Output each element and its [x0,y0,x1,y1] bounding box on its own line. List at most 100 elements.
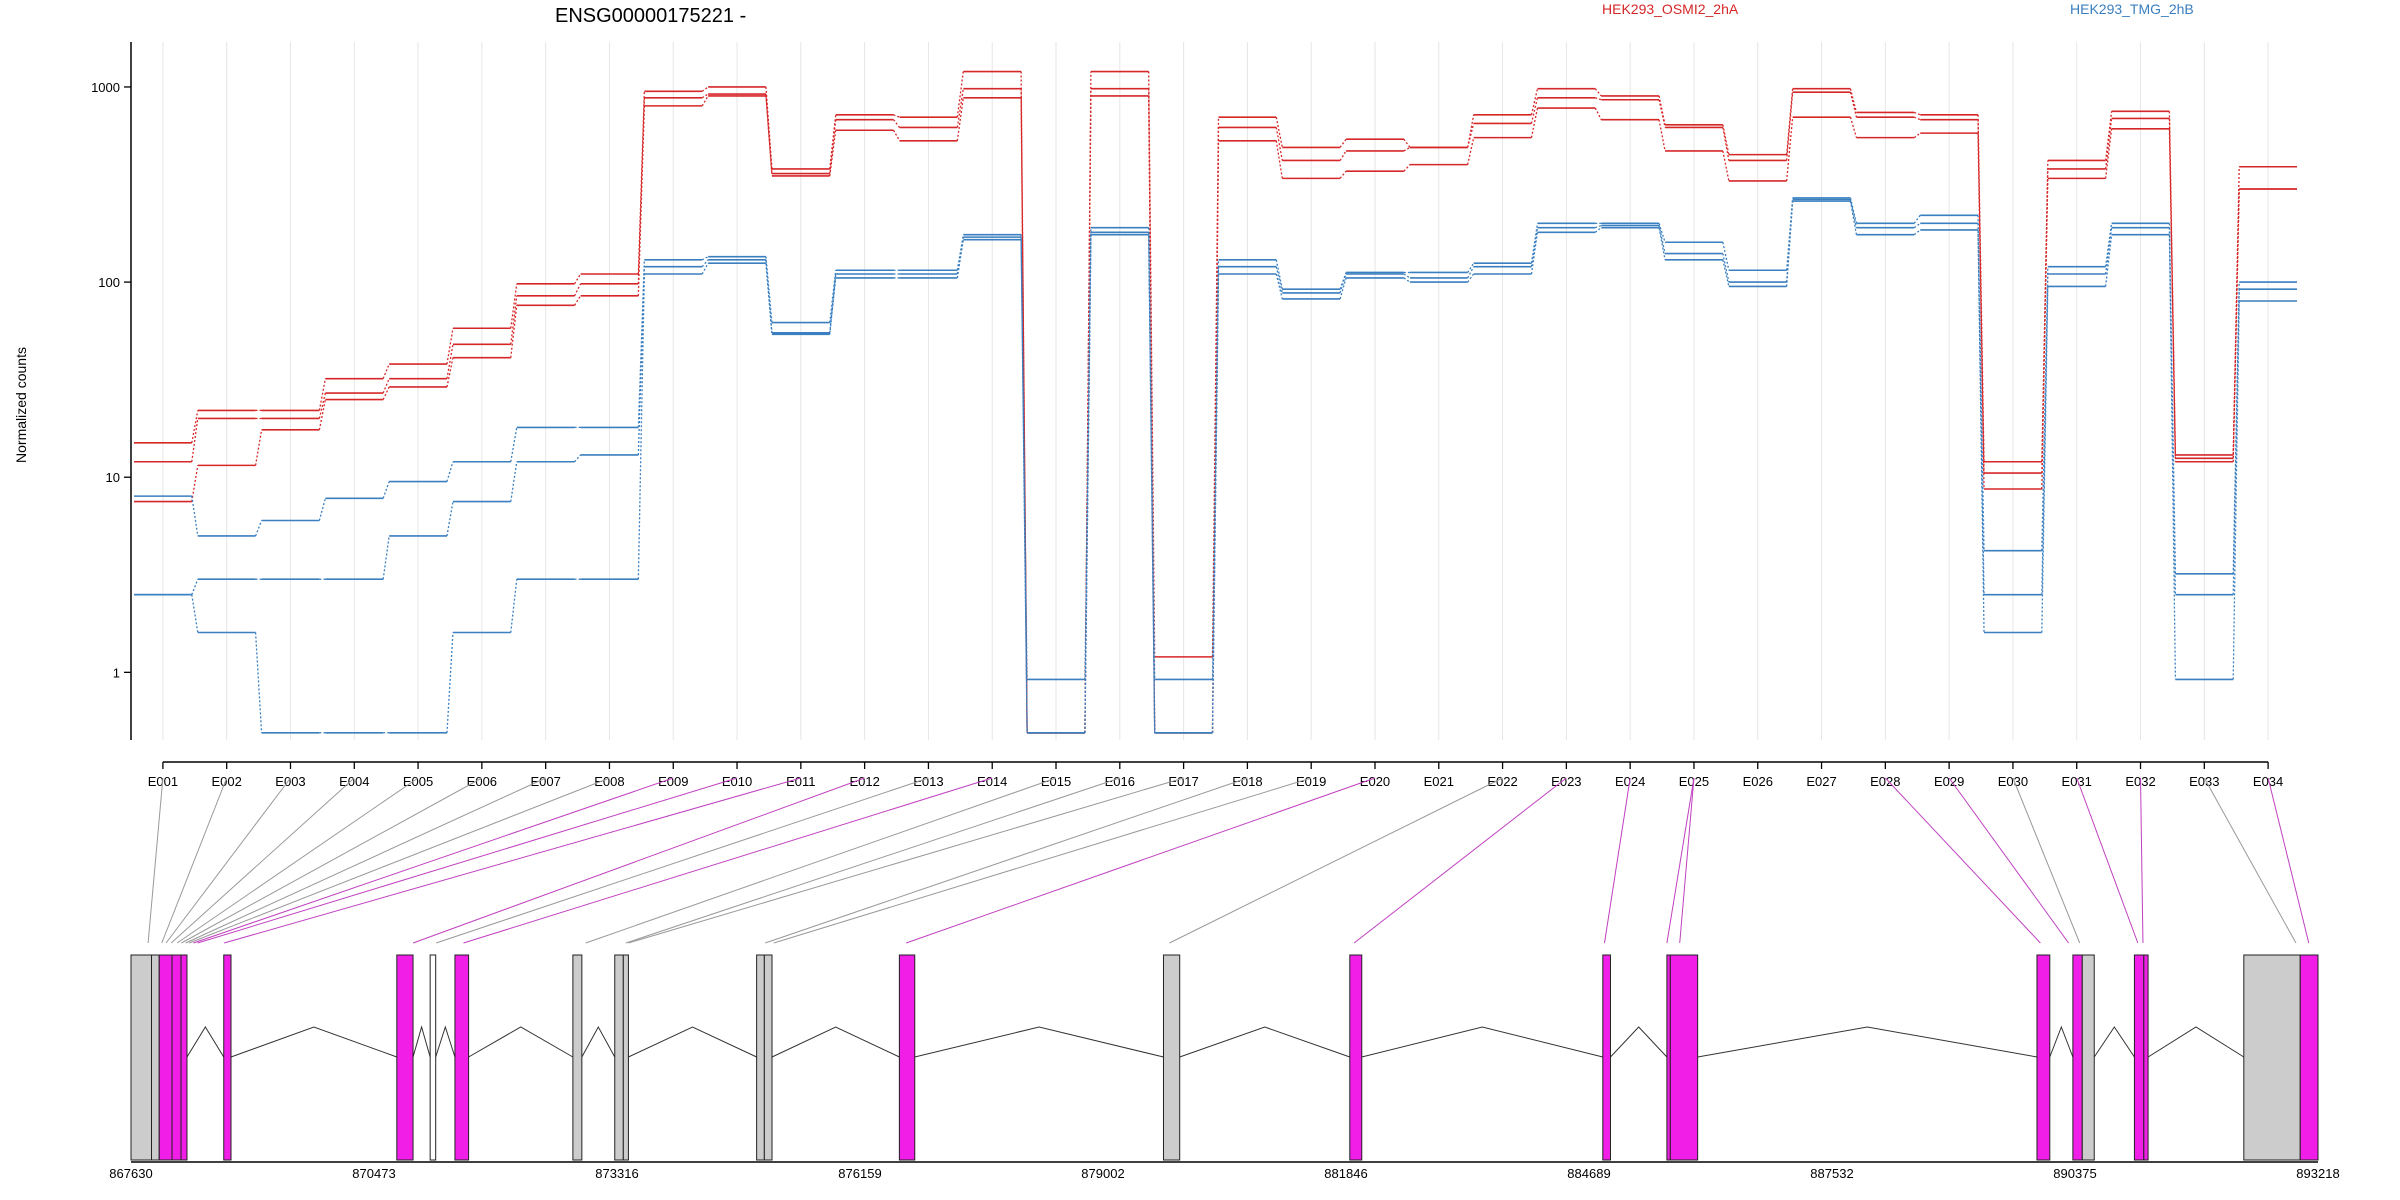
series-riser [1849,92,1858,118]
series-riser [2168,118,2177,459]
y-axis-label: Normalized counts [13,347,29,463]
x-tick-label: E003 [275,774,305,789]
series-riser [1530,88,1539,115]
series-riser [956,239,964,279]
series-riser [1658,227,1666,260]
series-riser [573,283,582,297]
bin-connector [463,777,993,944]
x-tick-label: E017 [1168,774,1198,789]
series-riser [510,295,518,345]
series-riser [1339,273,1347,294]
series-lines [134,70,2297,734]
series-riser [1913,214,1921,224]
exon-block [898,954,916,1161]
series-2 [134,87,2297,734]
bin-connector [1169,777,1503,944]
bin-connector [2140,777,2144,944]
bin-connector [181,777,483,944]
series-riser [191,496,199,537]
series-riser [446,344,454,379]
y-tick-label: 10 [106,470,120,485]
x-tick-label: E012 [849,774,879,789]
series-riser [1339,150,1347,161]
bin-connector [625,777,1120,944]
series-riser [510,305,518,358]
bin-connector [435,777,929,944]
series-riser [1339,170,1347,179]
x-tick-label: E009 [658,774,688,789]
x-tick-label: E034 [2253,774,2283,789]
x-tick-label: E005 [403,774,433,789]
coord-tick-label: 879002 [1081,1166,1124,1181]
bin-connector [1679,777,1695,944]
exon-block [756,954,765,1161]
series-riser [1722,150,1730,182]
exon-block [171,954,182,1161]
bin-connector [176,777,419,944]
series-riser [318,378,327,411]
series-riser [829,119,837,174]
series-riser [2168,128,2177,462]
x-tick-label: E011 [786,774,815,789]
series-riser [1530,227,1539,267]
bin-connector [170,777,355,944]
series-riser [2168,111,2177,455]
y-tick-label: 1 [113,665,120,680]
exon-block [180,954,188,1161]
intron [230,1026,397,1058]
series-riser [1658,119,1666,152]
series-riser [1530,107,1539,138]
intron [2147,1026,2245,1058]
series-riser [1403,277,1411,283]
x-tick-label: E002 [212,774,242,789]
x-tick-label: E027 [1806,774,1836,789]
exon-block [2072,954,2083,1161]
series-riser [1211,140,1220,733]
bin-connector [197,777,738,944]
series-riser [1530,97,1539,124]
series-riser [1339,272,1347,290]
exon-block [2143,954,2149,1161]
bin-connector [765,777,1248,944]
series-riser [446,357,454,388]
series-riser [701,86,709,92]
series-riser [1849,201,1858,235]
series-riser [1148,234,1156,733]
series-riser [510,283,518,329]
bin-connector [188,777,610,944]
coord-tick-label: 870473 [352,1166,395,1181]
series-riser [765,93,773,174]
bin-connector [1353,777,1567,944]
series-riser [382,378,390,394]
series-riser [2104,111,2113,161]
series-riser [637,91,646,275]
bin-connector [2076,777,2139,944]
series-riser [1785,201,1794,287]
bin-connectors [147,777,2310,944]
series-riser [1467,262,1475,273]
x-tick-label: E021 [1424,774,1454,789]
coord-tick-label: 873316 [595,1166,638,1181]
series-riser [1275,117,1283,148]
series-riser [2104,118,2113,170]
series-riser [1275,127,1283,161]
series-riser [1785,92,1794,161]
series-riser [1722,259,1730,287]
series-riser [1658,225,1666,254]
bin-connector [161,777,228,944]
x-tick-label: E020 [1360,774,1390,789]
x-tick-label: E024 [1615,774,1645,789]
coord-tick-label: 881846 [1324,1166,1367,1181]
series-riser [1658,99,1666,128]
series-riser [1530,232,1539,275]
series-riser [1211,274,1220,733]
series-riser [1977,119,1985,474]
series-riser [893,114,900,118]
x-tick-label: E030 [1998,774,2028,789]
x-tick-label: E013 [913,774,943,789]
series-riser [1467,273,1475,283]
exon-block [151,954,160,1161]
exon-block [614,954,624,1161]
exon-block [2081,954,2095,1161]
